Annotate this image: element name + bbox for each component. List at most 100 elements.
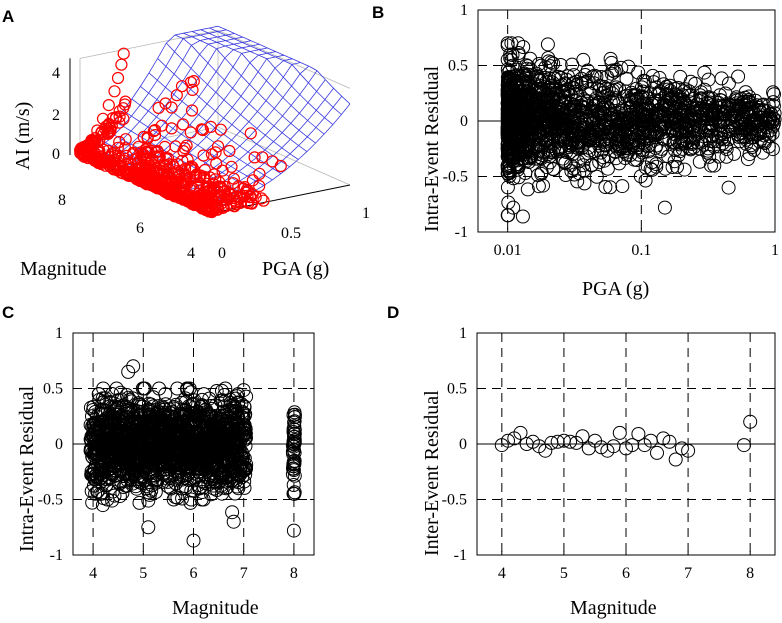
data-point <box>654 101 669 116</box>
data-point <box>238 426 253 441</box>
y-tick-label: 1 <box>55 325 63 342</box>
y-tick-label: -0.5 <box>443 169 468 186</box>
panel-d-x-axis-label: Magnitude <box>570 597 657 619</box>
panel-a-markers <box>74 47 287 219</box>
data-point <box>742 147 757 162</box>
data-point <box>168 176 181 189</box>
data-point <box>643 161 658 176</box>
data-point <box>766 85 781 100</box>
data-point <box>91 124 104 137</box>
data-point <box>704 158 718 173</box>
data-point <box>686 135 701 150</box>
data-point <box>516 99 531 114</box>
data-point <box>236 383 251 398</box>
panel-d-x-ticks: 4 5 6 7 8 <box>498 551 754 582</box>
data-point <box>160 468 175 483</box>
data-point <box>618 140 633 155</box>
data-point <box>148 124 162 137</box>
data-point <box>697 65 712 80</box>
data-point <box>503 89 518 104</box>
data-point <box>637 78 652 92</box>
data-point <box>266 155 279 168</box>
data-point <box>563 120 577 135</box>
data-point <box>137 381 151 396</box>
data-point <box>593 131 608 146</box>
data-point <box>565 57 580 72</box>
data-point <box>505 149 520 164</box>
data-point <box>152 173 165 186</box>
data-point <box>197 149 210 162</box>
data-point <box>113 135 126 149</box>
data-point <box>145 144 158 157</box>
x-tick-label: 5 <box>560 565 568 582</box>
surface-gridline <box>96 33 235 158</box>
data-point <box>670 159 684 174</box>
data-point <box>524 148 539 163</box>
panel-a-y-axis-label: Magnitude <box>20 258 107 280</box>
data-point <box>556 84 571 99</box>
data-point <box>697 82 712 97</box>
x-tick-label: 0.5 <box>281 225 301 242</box>
data-point <box>603 180 618 195</box>
data-point <box>504 112 519 127</box>
data-point <box>198 163 211 177</box>
data-point <box>742 89 756 104</box>
data-point <box>213 189 226 202</box>
data-point <box>165 101 178 114</box>
data-point <box>527 83 542 98</box>
data-point <box>239 389 254 404</box>
data-point <box>542 149 557 164</box>
data-point <box>559 110 574 125</box>
data-point <box>553 119 568 134</box>
data-point <box>184 492 199 507</box>
panel-c-x-ticks: 4 5 6 7 8 <box>89 551 298 582</box>
data-point <box>141 485 156 500</box>
data-point <box>287 445 302 460</box>
data-point <box>542 155 557 170</box>
data-point <box>500 62 515 77</box>
data-point <box>584 157 599 172</box>
data-point <box>579 117 594 132</box>
data-point <box>650 445 664 460</box>
data-point <box>159 97 172 110</box>
data-point <box>625 88 640 103</box>
data-point <box>607 106 622 121</box>
data-point <box>629 81 644 96</box>
data-point <box>186 533 201 548</box>
panel-d-y-axis-label: Inter-Event Residual <box>421 390 443 556</box>
data-point <box>274 159 287 173</box>
data-point <box>554 140 568 155</box>
panel-a-x-ticks: 0 0.5 1 <box>218 205 370 262</box>
data-point <box>637 74 652 89</box>
data-point <box>500 38 515 53</box>
x-tick-label: 6 <box>622 565 630 582</box>
data-point <box>235 404 250 419</box>
data-point <box>702 95 717 110</box>
data-point <box>287 415 302 430</box>
data-point <box>141 520 156 535</box>
panel-b-y-axis-label: Intra-Event Residual <box>421 66 443 232</box>
data-point <box>176 154 189 167</box>
y-tick-label: 1 <box>459 325 467 342</box>
data-point <box>167 160 180 173</box>
panel-a-x-axis-label: PGA (g) <box>262 258 329 280</box>
data-point <box>592 155 607 170</box>
data-point <box>520 59 535 74</box>
data-point <box>596 90 611 104</box>
data-point <box>540 37 555 52</box>
data-point <box>180 170 193 183</box>
data-point <box>227 199 240 212</box>
surface-gridline <box>170 65 310 190</box>
data-point <box>523 86 538 101</box>
data-point <box>677 84 691 99</box>
panel-a-box-edge <box>217 30 351 89</box>
data-point <box>511 46 526 60</box>
data-point <box>636 135 651 150</box>
data-point <box>568 84 583 99</box>
data-point <box>633 169 648 184</box>
data-point <box>570 136 585 151</box>
data-point <box>212 140 225 153</box>
y-tick-label: 0 <box>459 436 467 453</box>
data-point <box>85 134 98 147</box>
data-point <box>115 486 130 501</box>
